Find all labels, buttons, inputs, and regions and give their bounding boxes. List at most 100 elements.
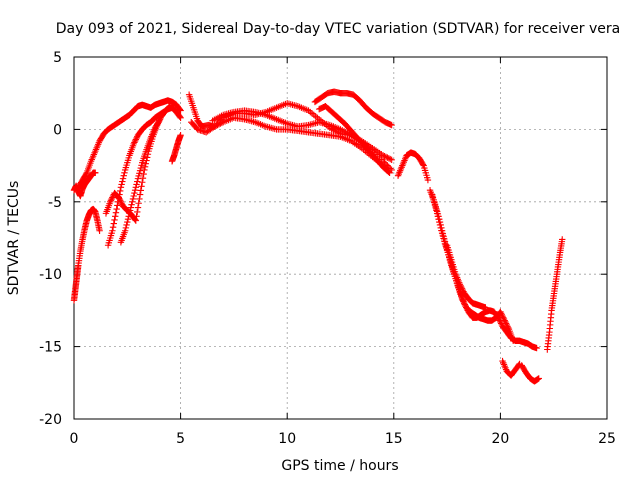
- data-point: [107, 198, 114, 205]
- data-point: [142, 160, 149, 167]
- data-point: [136, 191, 144, 198]
- data-point: [382, 153, 390, 161]
- data-point: [134, 204, 142, 211]
- data-point: [111, 216, 118, 224]
- data-point: [482, 304, 489, 311]
- data-point: [92, 169, 99, 177]
- data-point: [141, 166, 148, 174]
- data-point: [124, 215, 132, 223]
- data-point: [458, 284, 465, 291]
- data-point: [139, 179, 146, 186]
- data-point: [379, 152, 387, 159]
- data-point: [457, 282, 464, 289]
- data-point: [434, 213, 442, 220]
- data-point: [559, 236, 566, 243]
- data-point: [134, 178, 141, 185]
- data-point: [131, 216, 139, 223]
- data-point: [129, 195, 137, 203]
- data-point: [497, 310, 505, 317]
- data-point: [133, 213, 140, 220]
- series-track-s: [544, 236, 566, 353]
- data-point: [436, 221, 444, 229]
- series-track-p: [443, 242, 489, 311]
- data-point: [166, 103, 174, 110]
- y-axis: -20 -15 -10 -5 0 5: [39, 50, 607, 428]
- chart-title: Day 093 of 2021, Sidereal Day-to-day VTE…: [56, 21, 620, 37]
- y-axis-label: SDTVAR / TECUs: [6, 181, 22, 296]
- data-point: [386, 169, 393, 177]
- data-point: [115, 194, 122, 201]
- series-track-o: [428, 191, 517, 345]
- data-point: [132, 136, 140, 143]
- data-point: [177, 114, 184, 122]
- data-point: [131, 137, 139, 145]
- data-point: [117, 184, 125, 191]
- data-point: [505, 324, 512, 331]
- y-tick-label: -20: [39, 412, 62, 428]
- data-point: [533, 344, 540, 352]
- data-point: [121, 169, 128, 177]
- data-point: [456, 281, 464, 288]
- data-point: [124, 218, 131, 226]
- plot-border: [73, 56, 608, 420]
- data-point: [433, 210, 441, 217]
- data-point: [140, 170, 147, 178]
- data-point: [500, 315, 508, 323]
- y-tick-label: 5: [53, 50, 62, 66]
- data-point: [155, 118, 162, 126]
- data-point: [138, 183, 145, 190]
- data-point: [82, 170, 90, 178]
- series-track-m: [394, 149, 432, 184]
- data-point: [436, 218, 443, 226]
- series-track-i: [188, 100, 395, 164]
- data-point: [127, 204, 135, 211]
- data-point: [177, 131, 184, 139]
- data-point: [120, 172, 127, 179]
- data-point: [107, 197, 115, 204]
- series-track-e: [102, 103, 174, 224]
- data-point: [388, 121, 395, 129]
- series-track-n: [426, 187, 540, 352]
- data-point: [130, 192, 137, 200]
- data-point: [119, 178, 126, 185]
- data-point: [500, 314, 507, 321]
- data-point: [126, 207, 134, 214]
- data-point: [387, 155, 394, 163]
- data-point: [131, 187, 139, 194]
- x-tick-label: 10: [278, 431, 296, 447]
- data-point: [96, 227, 103, 234]
- data-point: [108, 195, 115, 203]
- data-point: [128, 201, 135, 208]
- data-point: [385, 168, 392, 176]
- x-tick-label: 20: [491, 431, 509, 447]
- data-point: [121, 227, 129, 234]
- data-point: [112, 209, 120, 216]
- data-point: [116, 195, 123, 203]
- series-track-r: [518, 362, 542, 385]
- data-point: [419, 161, 427, 168]
- data-point: [535, 375, 542, 382]
- data-point: [113, 205, 120, 213]
- data-point: [501, 317, 508, 324]
- data-point: [116, 187, 124, 195]
- data-point: [118, 181, 125, 188]
- series-track-c: [75, 97, 184, 191]
- y-tick-label: -5: [48, 195, 62, 211]
- data-point: [119, 175, 127, 182]
- data-point: [109, 194, 116, 201]
- data-point: [131, 139, 138, 146]
- data-point: [126, 210, 133, 217]
- data-point: [212, 121, 220, 129]
- data-point: [134, 208, 141, 216]
- data-point: [502, 320, 510, 327]
- series-track-l: [315, 103, 393, 177]
- data-point: [459, 286, 466, 294]
- data-point: [117, 198, 125, 205]
- data-point: [129, 198, 136, 205]
- data-point: [460, 298, 467, 305]
- data-point: [435, 215, 442, 223]
- data-point: [215, 118, 223, 126]
- series-track-q: [499, 357, 523, 379]
- data-point: [497, 308, 504, 316]
